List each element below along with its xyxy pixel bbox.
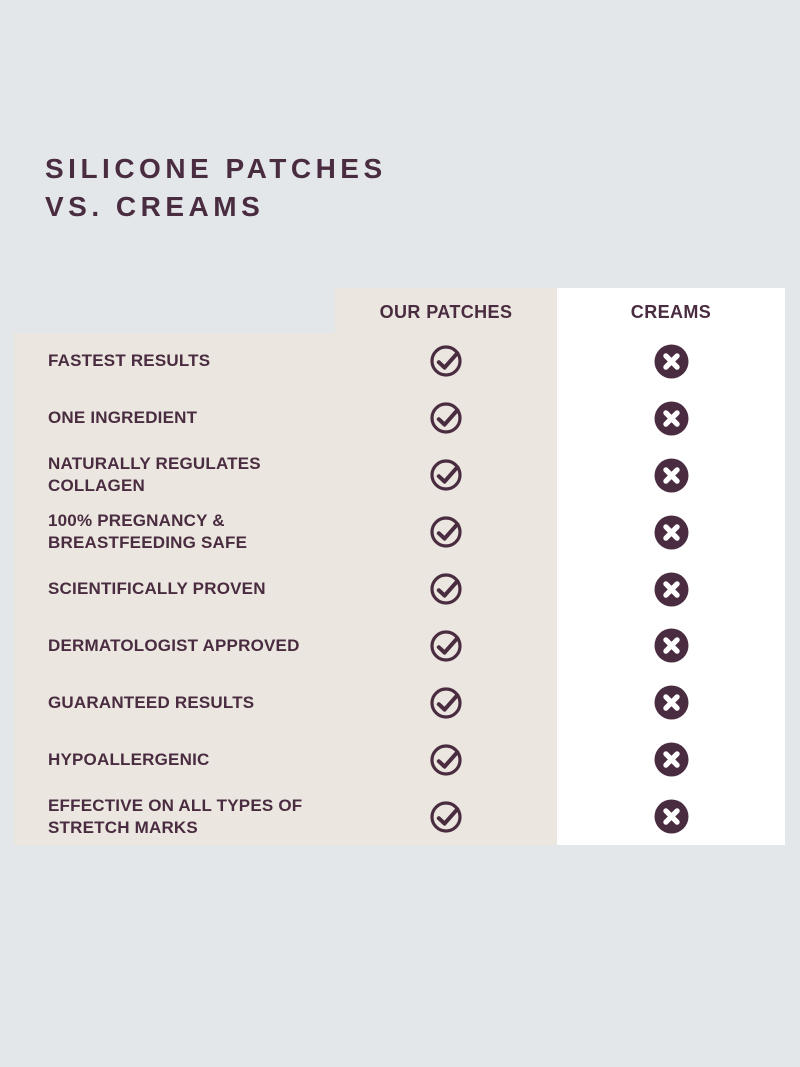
feature-label: EFFECTIVE ON ALL TYPES OF STRETCH MARKS (48, 795, 303, 837)
x-circle-icon (654, 742, 688, 777)
x-circle-icon (654, 344, 688, 379)
x-circle-icon (654, 685, 688, 720)
x-circle-icon (654, 515, 688, 550)
creams-cell (557, 344, 785, 379)
our-patches-column: OUR PATCHES (335, 288, 557, 845)
x-circle-icon (654, 401, 688, 436)
our-patches-cell (335, 800, 557, 834)
table-row: GUARANTEED RESULTS (14, 674, 785, 731)
check-circle-icon (430, 345, 462, 378)
our-patches-cell (335, 401, 557, 435)
check-circle-icon (430, 800, 462, 833)
table-row: EFFECTIVE ON ALL TYPES OF STRETCH MARKS (14, 788, 785, 845)
table-row: SCIENTIFICALLY PROVEN (14, 561, 785, 618)
check-circle-icon (430, 573, 462, 605)
creams-cell (557, 401, 785, 436)
feature-label: ONE INGREDIENT (48, 408, 198, 428)
creams-cell (557, 799, 785, 834)
creams-cell (557, 685, 785, 720)
check-circle-icon (430, 516, 462, 548)
our-patches-cell (335, 515, 557, 549)
check-circle-icon (430, 744, 462, 776)
column-header-creams: CREAMS (630, 302, 712, 322)
table-row: HYPOALLERGENIC (14, 731, 785, 788)
table-row: DERMATOLOGIST APPROVED (14, 617, 785, 674)
feature-label: SCIENTIFICALLY PROVEN (48, 579, 266, 598)
check-circle-icon (430, 687, 462, 719)
x-circle-icon (654, 572, 688, 606)
check-circle-icon (430, 630, 462, 662)
our-patches-cell (335, 572, 557, 606)
feature-label: NATURALLY REGULATES COLLAGEN (48, 454, 261, 496)
table-row: 100% PREGNANCY & BREASTFEEDING SAFE (14, 504, 785, 561)
creams-cell (557, 515, 785, 550)
check-circle-icon (430, 459, 462, 491)
our-patches-cell (335, 458, 557, 492)
creams-cell (557, 628, 785, 663)
our-patches-cell (335, 344, 557, 378)
table-row: FASTEST RESULTS (14, 333, 785, 390)
feature-label: 100% PREGNANCY & BREASTFEEDING SAFE (48, 511, 248, 553)
our-patches-cell (335, 743, 557, 777)
feature-label: FASTEST RESULTS (48, 351, 211, 371)
x-circle-icon (654, 458, 688, 493)
x-circle-icon (654, 799, 688, 834)
feature-label: HYPOALLERGENIC (48, 749, 210, 769)
check-circle-icon (430, 402, 462, 434)
creams-cell (557, 458, 785, 493)
our-patches-cell (335, 629, 557, 663)
feature-label: DERMATOLOGIST APPROVED (48, 635, 300, 655)
table-row: NATURALLY REGULATES COLLAGEN (14, 447, 785, 504)
feature-label: GUARANTEED RESULTS (48, 692, 255, 712)
our-patches-cell (335, 686, 557, 720)
x-circle-icon (654, 628, 688, 663)
table-row: ONE INGREDIENT (14, 390, 785, 447)
feature-label-panel (14, 333, 335, 845)
column-header-our-patches: OUR PATCHES (379, 302, 513, 322)
page-title: SILICONE PATCHES VS. CREAMS (45, 153, 387, 222)
creams-cell (557, 572, 785, 607)
creams-cell (557, 742, 785, 777)
comparison-rows: FASTEST RESULTS ONE INGREDIENT (14, 333, 785, 845)
